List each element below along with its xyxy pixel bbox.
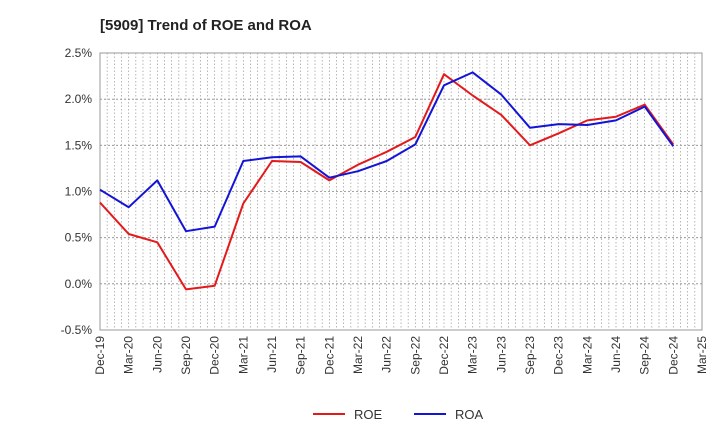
- x-tick-label: Dec-24: [666, 336, 680, 375]
- y-axis-ticks: -0.5% 0.0% 0.5% 1.0% 1.5% 2.0% 2.5%: [61, 46, 93, 337]
- y-tick-label: 1.0%: [65, 185, 93, 199]
- x-tick-label: Sep-20: [179, 336, 193, 375]
- x-tick-label: Dec-21: [322, 336, 336, 375]
- series-lines: [99, 71, 675, 291]
- x-tick-label: Mar-23: [466, 336, 480, 374]
- x-tick-label: Mar-25: [695, 336, 709, 374]
- x-tick-label: Jun-24: [609, 336, 623, 373]
- y-tick-label: 0.0%: [65, 277, 93, 291]
- y-tick-label: 2.0%: [65, 92, 93, 106]
- legend-roa-label: ROA: [455, 407, 484, 422]
- x-axis-ticks: Dec-19 Mar-20 Jun-20 Sep-20 Dec-20 Mar-21 Jun-…: [93, 336, 709, 375]
- x-tick-label: Mar-20: [122, 336, 136, 374]
- series-line-roa: [99, 71, 675, 233]
- x-tick-label: Jun-23: [494, 336, 508, 373]
- x-tick-label: Sep-24: [638, 336, 652, 375]
- x-tick-label: Sep-21: [294, 336, 308, 375]
- x-tick-label: Jun-22: [380, 336, 394, 373]
- x-tick-label: Sep-22: [408, 336, 422, 375]
- x-tick-label: Mar-24: [580, 336, 594, 374]
- y-tick-label: 2.5%: [65, 46, 93, 60]
- y-tick-label: -0.5%: [61, 323, 93, 337]
- legend-roe-label: ROE: [354, 407, 383, 422]
- x-tick-label: Dec-23: [552, 336, 566, 375]
- legend: ROE ROA: [313, 407, 484, 422]
- chart-title: [5909] Trend of ROE and ROA: [100, 17, 312, 34]
- x-tick-label: Sep-23: [523, 336, 537, 375]
- x-tick-label: Dec-20: [208, 336, 222, 375]
- x-tick-label: Dec-22: [437, 336, 451, 375]
- x-tick-label: Dec-19: [93, 336, 107, 375]
- x-tick-label: Mar-22: [351, 336, 365, 374]
- x-tick-label: Mar-21: [236, 336, 250, 374]
- y-tick-label: 0.5%: [65, 231, 93, 245]
- y-tick-label: 1.5%: [65, 138, 93, 152]
- x-tick-label: Jun-20: [150, 336, 164, 373]
- x-tick-label: Jun-21: [265, 336, 279, 373]
- plot-frame: [99, 52, 703, 331]
